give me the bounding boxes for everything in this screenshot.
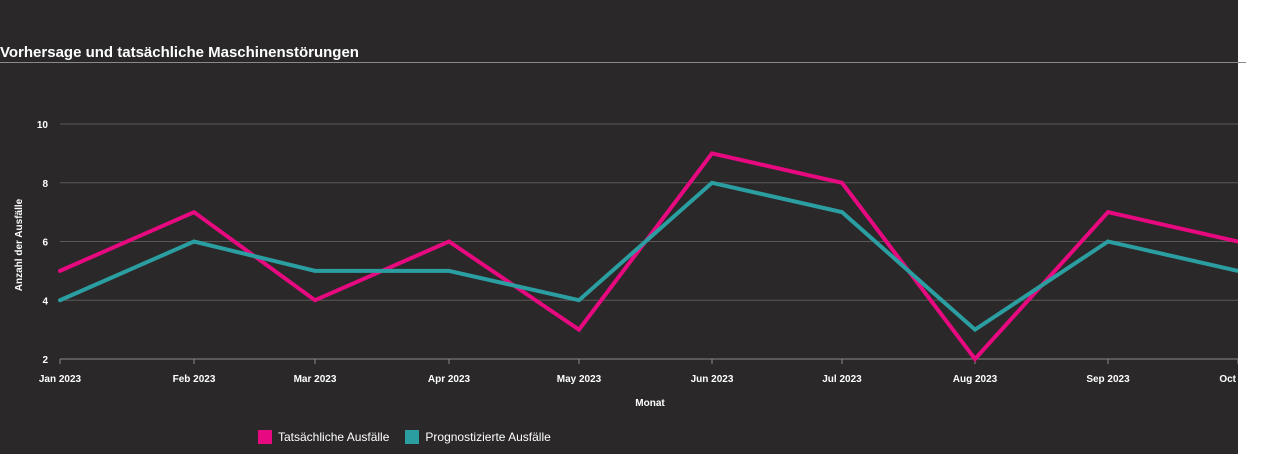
y-tick-label: 10 — [37, 120, 49, 131]
x-axis-title: Monat — [635, 398, 665, 409]
chart-panel: Vorhersage und tatsächliche Maschinenstö… — [0, 0, 1246, 454]
y-tick-label: 8 — [42, 179, 48, 190]
series-lines — [58, 151, 1238, 363]
legend-swatch-forecast — [405, 430, 420, 444]
x-tick-label: Jul 2023 — [822, 374, 862, 385]
x-tick-label: May 2023 — [557, 374, 602, 385]
legend-label-forecast: Prognostizierte Ausfälle — [425, 430, 551, 444]
legend-item-actual[interactable]: Tatsächliche Ausfälle — [258, 430, 389, 444]
x-tick-label: Jan 2023 — [39, 374, 82, 385]
x-tick-label: Oct — [1219, 374, 1236, 385]
series-line-forecast[interactable] — [58, 180, 1238, 333]
series-line-actual[interactable] — [58, 151, 1238, 363]
legend-swatch-actual — [258, 430, 272, 444]
x-tick-label: Jun 2023 — [691, 374, 734, 385]
legend-item-forecast[interactable]: Prognostizierte Ausfälle — [405, 430, 551, 444]
x-tick-label: Mar 2023 — [294, 374, 337, 385]
y-tick-label: 4 — [42, 296, 48, 307]
y-tick-label: 6 — [42, 238, 48, 249]
chart-title: Vorhersage und tatsächliche Maschinenstö… — [0, 44, 359, 61]
legend: Tatsächliche Ausfälle Prognostizierte Au… — [258, 430, 551, 444]
y-axis-title: Anzahl der Ausfälle — [14, 198, 25, 291]
x-axis-ticks: Jan 2023 Feb 2023 Mar 2023 Apr 2023 May 2023… — [39, 359, 1238, 385]
x-tick-label: Feb 2023 — [173, 374, 216, 385]
line-chart: 2 4 6 8 10 Jan 2023 Feb 2023 Mar 2023 Apr 2023 M… — [14, 120, 1238, 409]
x-tick-label: Sep 2023 — [1086, 374, 1130, 385]
legend-label-actual: Tatsächliche Ausfälle — [278, 430, 390, 444]
x-tick-label: Apr 2023 — [428, 374, 471, 385]
gridlines: 2 4 6 8 10 — [37, 120, 1238, 366]
y-tick-label: 2 — [42, 355, 48, 366]
x-tick-label: Aug 2023 — [953, 374, 998, 385]
title-divider — [0, 62, 1246, 63]
